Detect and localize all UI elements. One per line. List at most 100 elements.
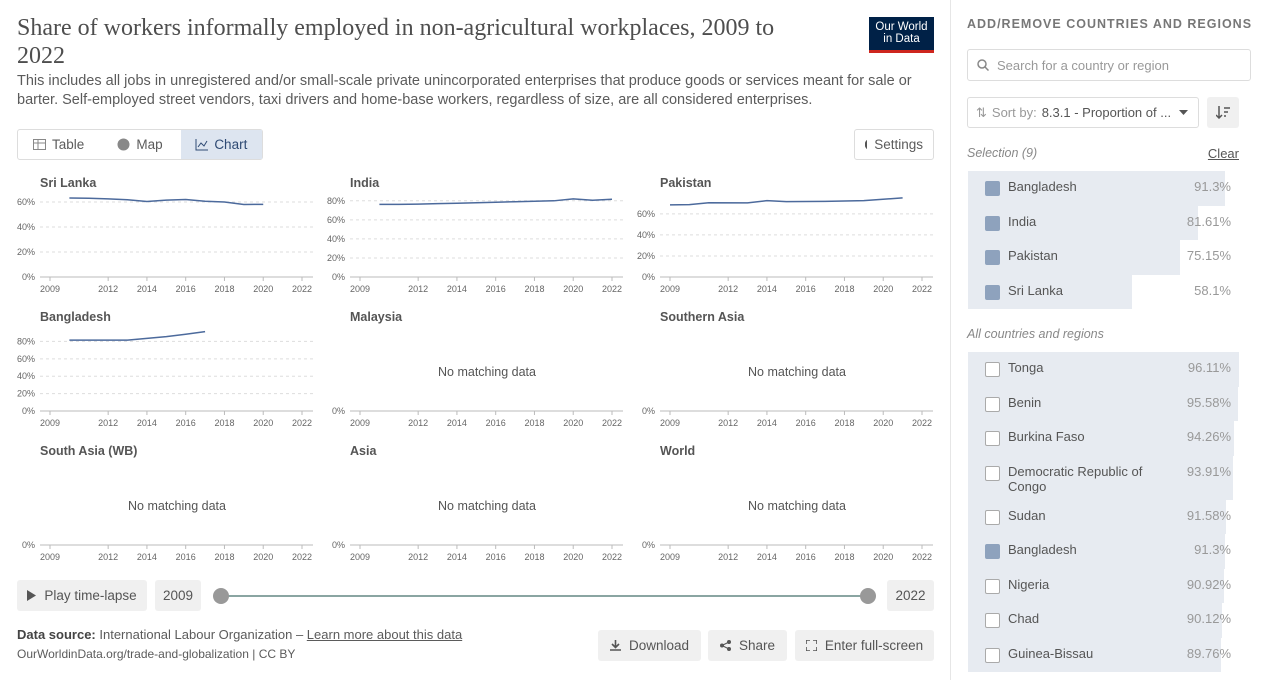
y-tick-label: 0%: [332, 272, 345, 282]
subtitle: This includes all jobs in unregistered a…: [17, 73, 912, 108]
x-tick-label: 2014: [137, 418, 157, 428]
share-button[interactable]: Share: [708, 630, 787, 661]
row[interactable]: Benin 95.58%: [968, 386, 1239, 421]
row-value: 93.91%: [1186, 463, 1231, 479]
logo[interactable]: Our World in Data: [869, 17, 934, 53]
no-data: No matching data: [438, 365, 536, 379]
x-tick-label: 2022: [292, 418, 312, 428]
checkbox: [985, 613, 1000, 628]
x-tick-label: 2012: [408, 418, 428, 428]
x-tick-label: 2016: [176, 552, 196, 562]
icon: [1216, 106, 1230, 119]
x-tick-label: 2014: [137, 552, 157, 562]
tab-active[interactable]: Chart: [180, 130, 262, 159]
x-tick-label: 2009: [40, 284, 60, 294]
x-tick-label: 2014: [757, 552, 777, 562]
y-tick-label: 20%: [327, 253, 345, 263]
row[interactable]: Guinea-Bissau 89.76%: [968, 637, 1239, 672]
x-tick-label: 2014: [757, 418, 777, 428]
row-value: 89.76%: [1186, 645, 1231, 661]
clear-link[interactable]: Clear: [1207, 146, 1239, 161]
row-name: Sudan: [1008, 507, 1046, 523]
row[interactable]: Democratic Republic of Congo 93.91%: [968, 455, 1239, 500]
data-line: [69, 197, 264, 206]
row[interactable]: India 81.61%: [968, 205, 1239, 240]
row[interactable]: Nigeria 90.92%: [968, 568, 1239, 603]
tab[interactable]: Table: [18, 130, 99, 159]
tab[interactable]: Map: [99, 130, 180, 159]
row-name: Tonga: [1008, 360, 1044, 375]
search-box[interactable]: Search for a country or region: [967, 49, 1251, 81]
x-tick-label: 2012: [98, 552, 118, 562]
charts: Sri Lanka 0% 20% 40% 60% 2009 2012 2014 2016 2018…: [17, 176, 933, 562]
source: Data source: International Labour Organi…: [17, 627, 462, 642]
y-tick-label: 40%: [637, 230, 655, 240]
row[interactable]: Bangladesh 91.3%: [968, 534, 1239, 569]
panel-title: South Asia (WB): [40, 444, 137, 458]
checkbox: [985, 431, 1000, 446]
all-label: All countries and regions: [967, 327, 1104, 341]
all-list: Tonga 96.11% Benin 95.58% Burkina Faso 94.26%…: [951, 352, 1239, 672]
value-bar: [968, 568, 1225, 603]
checkbox: [985, 362, 1000, 377]
row[interactable]: Pakistan 75.15%: [968, 240, 1239, 275]
sort-dropdown[interactable]: ⇅ Sort by: 8.3.1 - Proportion of ...: [967, 97, 1199, 128]
x-tick-label: 2022: [912, 418, 932, 428]
y-tick-label: 0%: [332, 406, 345, 416]
x-tick-label: 2016: [796, 284, 816, 294]
logo-line: Our World: [875, 21, 928, 33]
row[interactable]: Sudan 91.58%: [968, 499, 1239, 534]
slider[interactable]: [210, 585, 880, 607]
source-link[interactable]: Learn more about this data: [306, 627, 463, 642]
value-bar: [968, 386, 1238, 421]
checkbox: [985, 647, 1000, 663]
x-tick-label: 2014: [447, 552, 467, 562]
no-data: No matching data: [438, 499, 536, 513]
x-tick-label: 2022: [602, 552, 622, 562]
panel-title: Sri Lanka: [40, 176, 97, 190]
x-tick-label: 2016: [176, 284, 196, 294]
x-tick-label: 2018: [214, 418, 234, 428]
row-name: Guinea-Bissau: [1008, 645, 1094, 661]
value-bar: [968, 171, 1226, 206]
x-tick-label: 2020: [563, 284, 583, 294]
x-tick-label: 2014: [447, 284, 467, 294]
tab-label: Map: [136, 137, 163, 152]
sidebar-heading: ADD/REMOVE COUNTRIES AND REGIONS: [967, 17, 1253, 31]
row-name: Benin: [1008, 394, 1042, 410]
value-bar: [968, 240, 1180, 275]
panel-title: Pakistan: [660, 176, 711, 190]
row[interactable]: Chad 90.12%: [968, 603, 1239, 638]
settings-button[interactable]: Settings: [854, 129, 934, 160]
x-tick-label: 2009: [40, 418, 60, 428]
y-tick-label: 40%: [17, 371, 35, 381]
row-name: Pakistan: [1008, 248, 1058, 263]
row-value: 91.58%: [1186, 507, 1231, 523]
sort-order-button[interactable]: [1207, 97, 1239, 128]
row[interactable]: Sri Lanka 58.1%: [968, 274, 1239, 309]
value-bar: [968, 534, 1226, 569]
checkbox: [985, 578, 1000, 594]
row-value: 90.92%: [1186, 576, 1231, 592]
x-tick-label: 2022: [912, 284, 932, 294]
button-label: Share: [738, 638, 776, 653]
fullscreen-button[interactable]: Enter full-screen: [795, 630, 934, 661]
tab-bar: Table Map Chart: [17, 129, 263, 160]
row-value: 96.11%: [1187, 360, 1231, 375]
icon: [865, 139, 868, 150]
download-button[interactable]: Download: [598, 630, 701, 661]
y-tick-label: 0%: [22, 540, 35, 550]
x-tick-label: 2016: [486, 552, 506, 562]
play-button[interactable]: Play time-lapse: [17, 580, 147, 611]
x-tick-label: 2020: [873, 552, 893, 562]
sidebar: ADD/REMOVE COUNTRIES AND REGIONS Search …: [950, 0, 1268, 680]
row[interactable]: Burkina Faso 94.26%: [968, 421, 1239, 456]
no-data: No matching data: [748, 365, 846, 379]
value-bar: [968, 205, 1199, 240]
x-tick-label: 2012: [98, 284, 118, 294]
row[interactable]: Bangladesh 91.3%: [968, 171, 1239, 206]
x-tick-label: 2016: [486, 418, 506, 428]
y-tick-label: 0%: [642, 406, 655, 416]
row[interactable]: Tonga 96.11%: [968, 352, 1239, 387]
